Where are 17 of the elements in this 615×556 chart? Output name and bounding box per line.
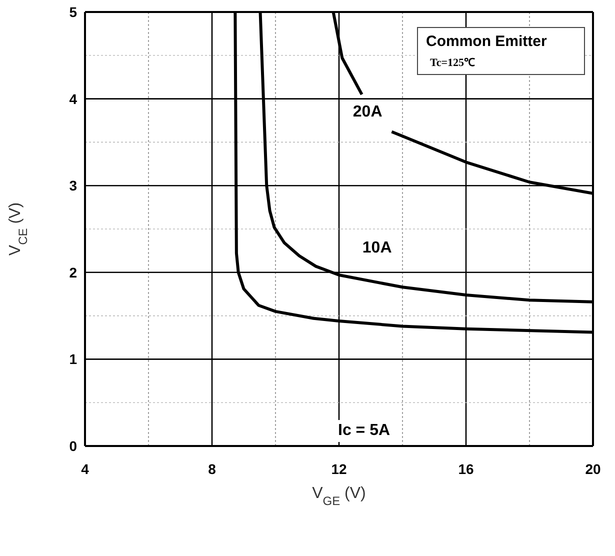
annotation: 20A	[352, 103, 383, 120]
annotation: Ic = 5A	[332, 420, 396, 442]
x-tick-label: 12	[331, 460, 347, 477]
y-tick-label: 2	[69, 264, 78, 280]
x-tick-label: 4	[81, 460, 90, 477]
x-axis-title: V$_{GE}$ (V)	[312, 485, 366, 508]
annotation: 10A	[362, 240, 392, 257]
annotation: Tc=125℃	[430, 56, 476, 69]
x-tick-label: 20	[585, 460, 601, 477]
y-tick-label: 3	[69, 178, 78, 194]
y-tick-label: 4	[69, 90, 78, 107]
x-tick-label: 8	[208, 460, 216, 477]
annotation: Common Emitter	[426, 33, 548, 50]
y-tick-label: 1	[69, 351, 78, 368]
y-tick-label: 0	[69, 438, 78, 454]
y-tick-label: 5	[69, 4, 78, 20]
x-tick-label: 16	[458, 460, 474, 477]
